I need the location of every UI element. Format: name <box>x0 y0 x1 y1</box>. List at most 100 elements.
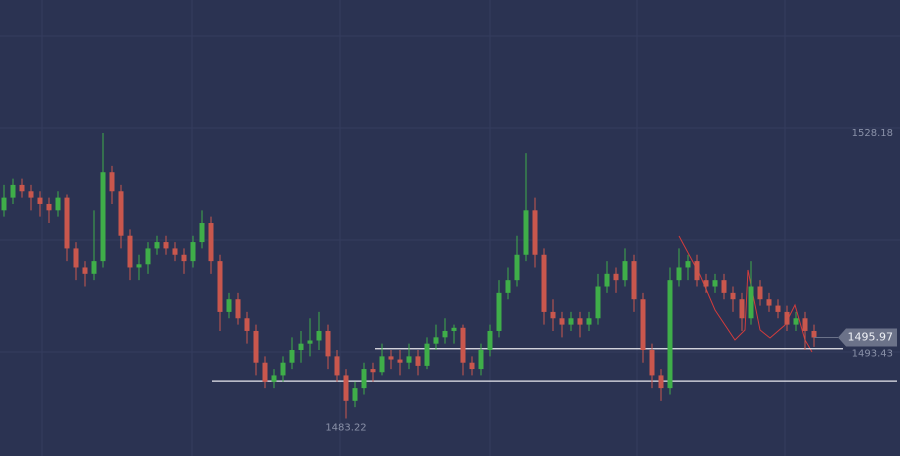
candle-body <box>64 197 70 249</box>
candle-body <box>91 261 97 274</box>
low-label: 1483.22 <box>325 422 366 433</box>
candle-body <box>298 343 304 351</box>
candle-body <box>334 356 340 376</box>
candle-body <box>109 172 115 192</box>
candle-body <box>262 362 268 382</box>
candle-body <box>613 273 619 281</box>
candle-body <box>352 388 358 401</box>
candle-body <box>775 305 781 312</box>
candle-body <box>361 369 367 389</box>
candle-body <box>10 184 16 198</box>
candle-body <box>199 223 205 243</box>
candle-body <box>154 242 160 249</box>
candle-body <box>100 172 106 262</box>
candle-body <box>604 273 610 287</box>
candle-body <box>244 318 250 331</box>
candle-body <box>1 197 7 211</box>
candle-body <box>424 343 430 366</box>
candle-body <box>487 330 493 351</box>
candle-body <box>415 356 421 366</box>
candle-body <box>712 280 718 287</box>
candle-body <box>622 261 628 281</box>
candle-body <box>766 299 772 306</box>
candle-body <box>82 267 88 274</box>
candle-body <box>559 318 565 325</box>
candle-body <box>316 330 322 341</box>
candle-body <box>514 254 520 281</box>
candle-body <box>145 248 151 265</box>
candle-body <box>271 375 277 382</box>
candle-body <box>703 280 709 287</box>
candle-body <box>136 264 142 268</box>
candle-body <box>55 197 61 211</box>
candle-body <box>802 318 808 331</box>
candle-body <box>28 191 34 198</box>
last-price-tag <box>838 328 897 347</box>
candle-body <box>127 235 133 268</box>
candle-body <box>289 350 295 363</box>
candle-body <box>505 280 511 293</box>
candle-body <box>550 311 556 319</box>
candle-body <box>190 242 196 262</box>
candle-body <box>784 311 790 325</box>
candle-body <box>478 350 484 370</box>
candle-body <box>73 248 79 268</box>
candle-body <box>226 299 232 312</box>
candle-body <box>541 254 547 312</box>
candle-body <box>649 350 655 376</box>
candle-body <box>118 191 124 236</box>
candle-body <box>406 356 412 363</box>
high-label: 1528.18 <box>852 128 893 139</box>
candle-body <box>397 359 403 363</box>
candle-body <box>280 362 286 376</box>
candle-body <box>343 375 349 401</box>
candle-body <box>325 330 331 357</box>
candle-body <box>595 286 601 319</box>
candle-body <box>433 337 439 344</box>
candle-body <box>640 299 646 351</box>
candle-body <box>667 280 673 389</box>
candle-body <box>181 254 187 262</box>
candle-body <box>469 362 475 370</box>
candle-body <box>253 330 259 363</box>
candle-body <box>793 318 799 325</box>
drawn-line <box>678 235 813 353</box>
candle-body <box>721 280 727 293</box>
candle-body <box>46 203 52 211</box>
candle-body <box>19 184 25 192</box>
candle-body <box>307 340 313 344</box>
candle-body <box>694 261 700 281</box>
candle-body <box>217 261 223 312</box>
candle-body <box>235 299 241 319</box>
last-price-label: 1495.97 <box>848 331 894 344</box>
candle-body <box>730 292 736 300</box>
candle-body <box>685 261 691 268</box>
candle-body <box>388 356 394 360</box>
level-label: 1493.43 <box>852 349 893 360</box>
candle-body <box>460 327 466 363</box>
candle-body <box>379 356 385 373</box>
candle-body <box>442 330 448 338</box>
candle-body <box>532 210 538 255</box>
candle-body <box>658 375 664 389</box>
candle-body <box>757 286 763 300</box>
candle-body <box>739 299 745 319</box>
candle-body <box>163 242 169 249</box>
candle-body <box>811 330 817 338</box>
candle-body <box>523 210 529 255</box>
candle-body <box>748 286 754 319</box>
candle-body <box>451 327 457 331</box>
candle-body <box>586 318 592 325</box>
candle-body <box>496 292 502 331</box>
candle-body <box>208 223 214 262</box>
candle-body <box>370 369 376 373</box>
candle-body <box>172 248 178 255</box>
candle-body <box>577 318 583 325</box>
candle-body <box>37 197 43 204</box>
candle-body <box>568 318 574 325</box>
candle-body <box>676 267 682 281</box>
candle-body <box>631 261 637 300</box>
